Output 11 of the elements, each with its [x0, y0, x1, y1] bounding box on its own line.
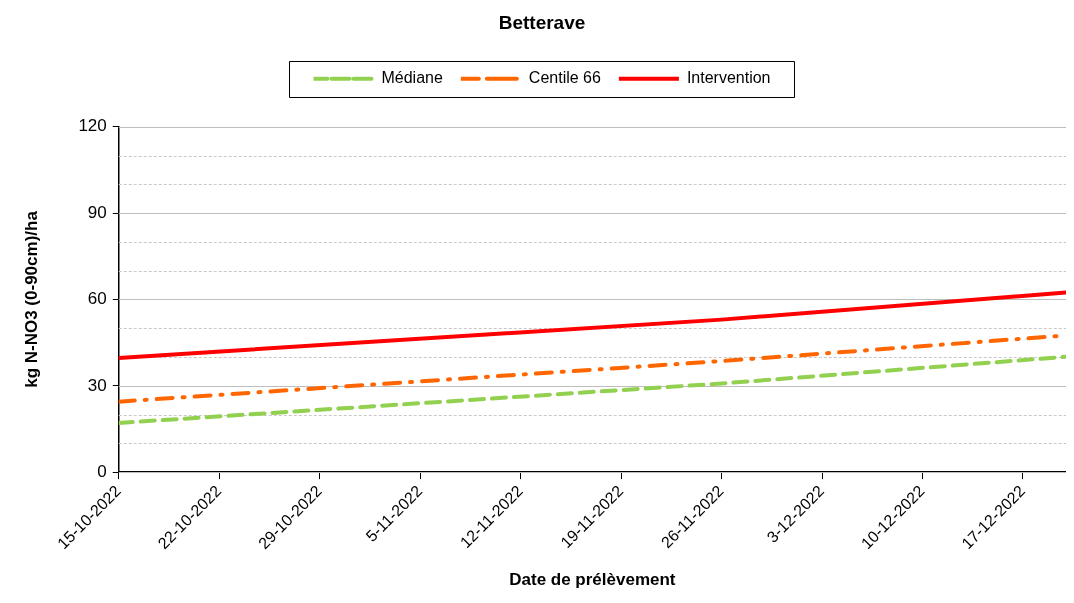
y-tick-label: 60 [87, 289, 107, 309]
y-tick-label: 30 [87, 375, 107, 395]
y-tick-label: 0 [97, 461, 107, 481]
legend-label: Médiane [381, 69, 443, 87]
y-tick-label: 90 [87, 202, 107, 222]
x-axis-title: Date de prélèvement [509, 570, 676, 590]
y-tick-label: 120 [78, 116, 107, 136]
chart-title: Betterave [498, 11, 586, 33]
y-axis-title: kg N-NO3 (0-90cm)/ha [21, 210, 41, 388]
legend-label: Intervention [686, 69, 771, 87]
legend-label: Centile 66 [528, 69, 602, 87]
